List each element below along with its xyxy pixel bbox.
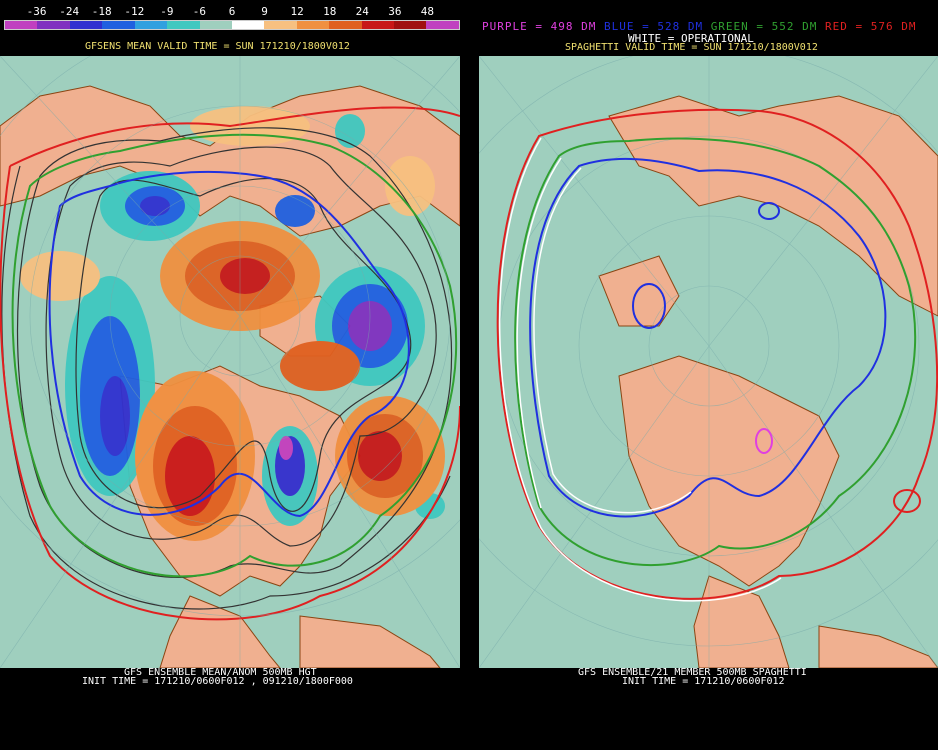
greenland-landmass <box>598 255 680 327</box>
legend-swatch <box>264 21 297 29</box>
legend-swatch <box>167 21 200 29</box>
spaghetti-contour-key: PURPLE = 498 DM BLUE = 528 DM GREEN = 55… <box>482 20 938 33</box>
legend-label: -24 <box>59 5 80 18</box>
north-america-landmass <box>618 355 840 587</box>
legend-label: 36 <box>388 5 402 18</box>
south-america-landmass <box>818 625 938 668</box>
legend-swatch <box>37 21 70 29</box>
legend-swatch <box>5 21 38 29</box>
left-valid-time-title: GFSENS MEAN VALID TIME = SUN 171210/1800… <box>85 41 350 52</box>
anomaly-color-legend <box>4 20 460 30</box>
legend-swatch <box>102 21 135 29</box>
right-footer-init-time: INIT TIME = 171210/0600F012 <box>622 676 785 687</box>
legend-label: -36 <box>26 5 47 18</box>
legend-label: 18 <box>323 5 337 18</box>
legend-label: 24 <box>355 5 369 18</box>
legend-swatch <box>361 21 395 29</box>
legend-label: 12 <box>290 5 304 18</box>
legend-swatch <box>69 21 103 29</box>
right-footer-title: GFS ENSEMBLE/21 MEMBER 500MB SPAGHETTI <box>578 667 807 678</box>
spaghetti-key-entry: GREEN = 552 DM <box>710 20 826 33</box>
left-footer-title: GFS ENSEMBLE MEAN/ANOM 500MB HGT <box>124 667 317 678</box>
legend-swatch <box>329 21 362 29</box>
legend-swatch <box>394 21 427 29</box>
legend-label: 48 <box>420 5 435 18</box>
spaghetti-contour-map <box>479 56 938 668</box>
spaghetti-key-entry: PURPLE = 498 DM <box>482 20 604 33</box>
legend-swatch <box>231 21 265 29</box>
legend-label: -18 <box>91 5 112 18</box>
operational-label: WHITE = OPERATIONAL <box>628 32 754 45</box>
ensemble-mean-anomaly-map <box>0 56 460 668</box>
legend-label: -9 <box>160 5 174 18</box>
left-footer-init-time: INIT TIME = 171210/0600F012 , 091210/180… <box>82 676 353 687</box>
right-valid-time-title: SPAGHETTI VALID TIME = SUN 171210/1800V0… <box>565 42 818 53</box>
legend-labels: -36 -24 -18 -12 -9 -6 6 9 12 18 24 36 48 <box>0 5 460 19</box>
eurasia-landmass <box>608 95 938 317</box>
spaghetti-key-entry: RED = 576 DM <box>825 20 917 33</box>
spaghetti-key-entry: BLUE = 528 DM <box>603 20 711 33</box>
legend-label: -12 <box>124 5 145 18</box>
legend-swatch <box>134 21 168 29</box>
central-america-landmass <box>693 575 790 668</box>
legend-label: 9 <box>261 5 268 18</box>
legend-label: -6 <box>192 5 207 18</box>
legend-swatch <box>426 21 459 29</box>
legend-swatch <box>199 21 232 29</box>
south-america-landmass <box>299 615 441 668</box>
legend-swatch <box>296 21 330 29</box>
legend-label: 6 <box>228 5 236 18</box>
central-america-landmass <box>159 595 281 668</box>
